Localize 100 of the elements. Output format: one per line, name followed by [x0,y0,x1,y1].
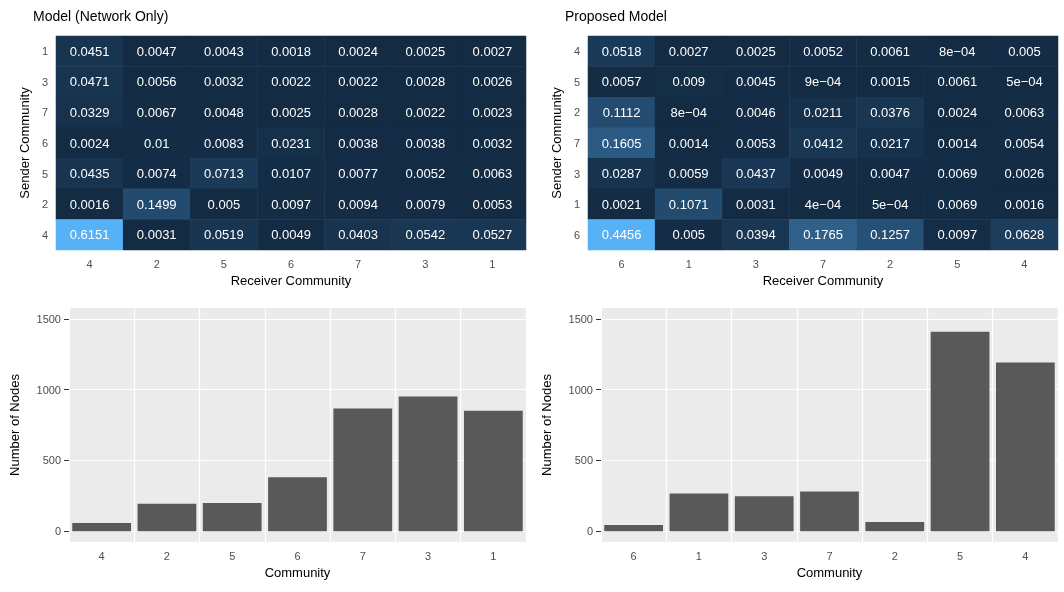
x-tick-label: 5 [229,549,236,562]
data-label: 0.0437 [735,166,776,182]
data-label: 9e−04 [804,74,842,90]
x-tick-label: 3 [752,257,759,270]
data-label: 0.1071 [668,196,709,212]
data-label: 0.0628 [1004,227,1045,243]
data-label: 0.0069 [937,196,978,212]
chart-title: Proposed Model [565,8,667,24]
y-tick-label: 5 [41,167,48,180]
y-tick-label: 6 [41,137,48,149]
y-tick-label: 1 [573,198,580,211]
data-label: 0.0016 [1004,196,1045,212]
data-label: 0.0027 [472,43,513,59]
data-label: 0.0057 [601,74,642,90]
data-label: 0.0231 [271,135,311,151]
data-label: 0.0451 [69,43,110,59]
data-label: 0.0026 [472,74,513,90]
y-tick-label: 3 [41,75,48,88]
data-label: 0.0063 [1004,104,1045,120]
x-tick-label: 2 [153,257,160,270]
data-label: 0.0023 [472,104,513,120]
data-label: 0.1257 [870,227,911,243]
data-label: 0.0211 [803,104,843,120]
x-tick-label: 4 [86,257,93,270]
x-tick-label: 1 [685,257,692,270]
data-label: 0.0542 [405,227,446,243]
x-tick-label: 2 [887,257,894,270]
x-tick-label: 3 [761,549,768,562]
bar [333,408,393,532]
x-tick-label: 4 [1022,549,1029,562]
data-label: 0.0069 [937,166,978,182]
x-tick-label: 7 [819,257,827,270]
bar [995,362,1055,532]
x-tick-label: 1 [489,257,496,270]
data-label: 0.0043 [203,43,244,59]
data-label: 0.0435 [69,166,110,182]
y-axis-title: Sender Community [548,86,564,199]
data-label: 0.0038 [338,135,379,151]
x-tick-label: 7 [359,549,366,562]
x-tick-label: 7 [355,257,362,270]
bar [202,502,262,532]
x-axis-title: Receiver Community [230,273,352,288]
x-tick-label: 6 [294,549,301,562]
x-tick-label: 4 [98,549,105,562]
data-label: 0.0518 [601,43,642,59]
x-axis-title: Community [796,565,863,580]
y-tick-label: 5 [573,75,580,88]
data-label: 0.0016 [69,196,110,212]
chart-title: Model (Network Only) [33,8,169,24]
data-label: 0.005 [207,196,241,212]
data-label: 0.0403 [338,227,379,243]
data-label: 0.0097 [271,196,311,212]
x-tick-label: 5 [957,549,964,562]
data-label: 0.0031 [735,196,776,212]
bar [669,493,729,532]
y-tick-label: 2 [573,106,580,119]
data-label: 0.1499 [136,196,177,212]
data-label: 0.0049 [271,227,311,243]
data-label: 0.0022 [271,74,311,90]
data-label: 0.0027 [668,43,709,59]
data-label: 0.1605 [601,135,642,151]
data-label: 0.0025 [405,43,446,59]
data-label: 0.0094 [338,196,379,212]
bar [734,496,794,532]
x-tick-label: 7 [826,549,833,562]
y-tick-label: 500 [574,454,593,467]
y-tick-label: 2 [41,198,48,211]
data-label: 0.0046 [735,104,776,120]
data-label: 0.0038 [405,135,446,151]
y-tick-label: 0 [586,525,593,538]
data-label: 0.0107 [271,166,311,182]
data-label: 0.0519 [203,227,244,243]
data-label: 0.0097 [937,227,978,243]
data-label: 0.0053 [735,135,776,151]
data-label: 0.0047 [136,43,177,59]
data-label: 0.0022 [405,104,446,120]
x-tick-label: 2 [163,549,170,562]
y-tick-label: 1 [41,45,48,58]
data-label: 0.0052 [803,43,843,59]
bar [398,396,458,532]
y-tick-label: 1500 [568,312,593,325]
data-label: 0.6151 [69,227,110,243]
data-label: 0.0061 [870,43,911,59]
data-label: 0.0713 [203,166,244,182]
data-label: 0.0471 [69,74,110,90]
data-label: 0.0048 [203,104,244,120]
data-label: 0.4456 [601,227,642,243]
x-tick-label: 6 [630,549,637,562]
data-label: 0.0021 [601,196,642,212]
x-tick-label: 2 [891,549,898,562]
x-tick-label: 5 [954,257,961,270]
y-tick-label: 1000 [36,383,61,396]
data-label: 0.0026 [1004,166,1045,182]
data-label: 0.0376 [870,104,911,120]
data-label: 0.0079 [405,196,446,212]
y-tick-label: 7 [573,137,580,149]
data-label: 0.0329 [69,104,110,120]
data-label: 0.0031 [136,227,177,243]
x-tick-label: 3 [422,257,429,270]
data-label: 8e−04 [939,43,976,59]
